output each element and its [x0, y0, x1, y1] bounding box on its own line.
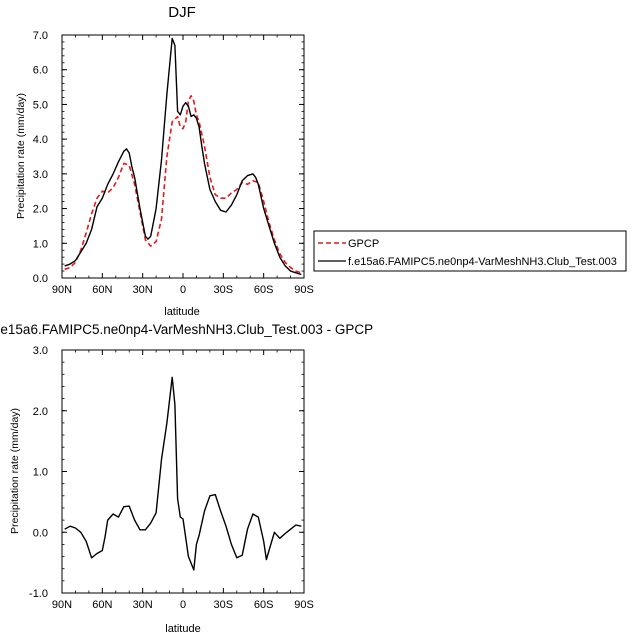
- legend-label-gpcp: GPCP: [348, 238, 379, 250]
- bottom-y-tick-label: 2.0: [33, 406, 48, 418]
- top-x-tick-label: 60N: [92, 284, 112, 296]
- top-series-line-0: [64, 95, 302, 274]
- top-panel: DJF Precipitation rate (mm/day) latitude…: [15, 4, 314, 318]
- top-y-tick-label: 0.0: [33, 273, 48, 285]
- bottom-x-axis-label: latitude: [165, 623, 200, 635]
- bottom-x-tick-label: 0: [180, 599, 186, 611]
- top-x-tick-label: 90N: [52, 284, 72, 296]
- top-x-tick-label: 30N: [133, 284, 153, 296]
- top-y-axis-label: Precipitation rate (mm/day): [15, 93, 27, 219]
- top-x-axis-label: latitude: [164, 306, 199, 318]
- bottom-y-axis-label: Precipitation rate (mm/day): [9, 408, 21, 534]
- bottom-x-tick-label: 90S: [294, 599, 314, 611]
- top-series-lines: [64, 37, 302, 276]
- bottom-y-tick-label: 3.0: [33, 345, 48, 357]
- bottom-series-lines: [64, 376, 302, 571]
- top-x-tick-label: 90S: [294, 284, 314, 296]
- top-series-line-1: [64, 37, 302, 276]
- top-y-tick-label: 1.0: [33, 238, 48, 250]
- top-x-tick-label: 30S: [214, 284, 234, 296]
- bottom-x-tick-label: 30S: [214, 599, 234, 611]
- top-y-tick-label: 7.0: [33, 30, 48, 42]
- bottom-plot-frame: [61, 349, 305, 594]
- top-y-tick-label: 2.0: [33, 204, 48, 216]
- top-y-tick-label: 5.0: [33, 99, 48, 111]
- top-axis-ticks: 90N 60N 30N 0 30S 60S 90S 0.0 1.0 2.0 3.0 4.0 5.0 6.0…: [33, 30, 314, 296]
- legend-box: [313, 230, 627, 272]
- top-plot-frame: [61, 34, 305, 279]
- bottom-axis-ticks: 90N 60N 30N 0 30S 60S 90S -1.0 0.0 1.0 2.0 3.0: [29, 345, 314, 611]
- legend: GPCP f.e15a6.FAMIPC5.ne0np4-VarMeshNH3.C…: [313, 230, 627, 272]
- bottom-panel: f.e15a6.FAMIPC5.ne0np4-VarMeshNH3.Club_T…: [0, 322, 373, 635]
- bottom-y-tick-label: 0.0: [33, 527, 48, 539]
- bottom-chart-title: f.e15a6.FAMIPC5.ne0np4-VarMeshNH3.Club_T…: [0, 322, 373, 337]
- top-x-tick-label: 60S: [254, 284, 274, 296]
- top-chart-title: DJF: [168, 4, 196, 21]
- bottom-y-tick-label: -1.0: [29, 588, 48, 600]
- bottom-x-tick-label: 90N: [52, 599, 72, 611]
- bottom-x-tick-label: 60N: [92, 599, 112, 611]
- top-x-tick-label: 0: [180, 284, 186, 296]
- bottom-x-tick-label: 30N: [133, 599, 153, 611]
- top-y-tick-label: 4.0: [33, 134, 48, 146]
- legend-label-model: f.e15a6.FAMIPC5.ne0np4-VarMeshNH3.Club_T…: [348, 256, 617, 268]
- top-y-tick-label: 3.0: [33, 169, 48, 181]
- bottom-y-tick-label: 1.0: [33, 467, 48, 479]
- top-y-tick-label: 6.0: [33, 65, 48, 77]
- bottom-x-tick-label: 60S: [254, 599, 274, 611]
- bottom-series-line-0: [64, 376, 302, 571]
